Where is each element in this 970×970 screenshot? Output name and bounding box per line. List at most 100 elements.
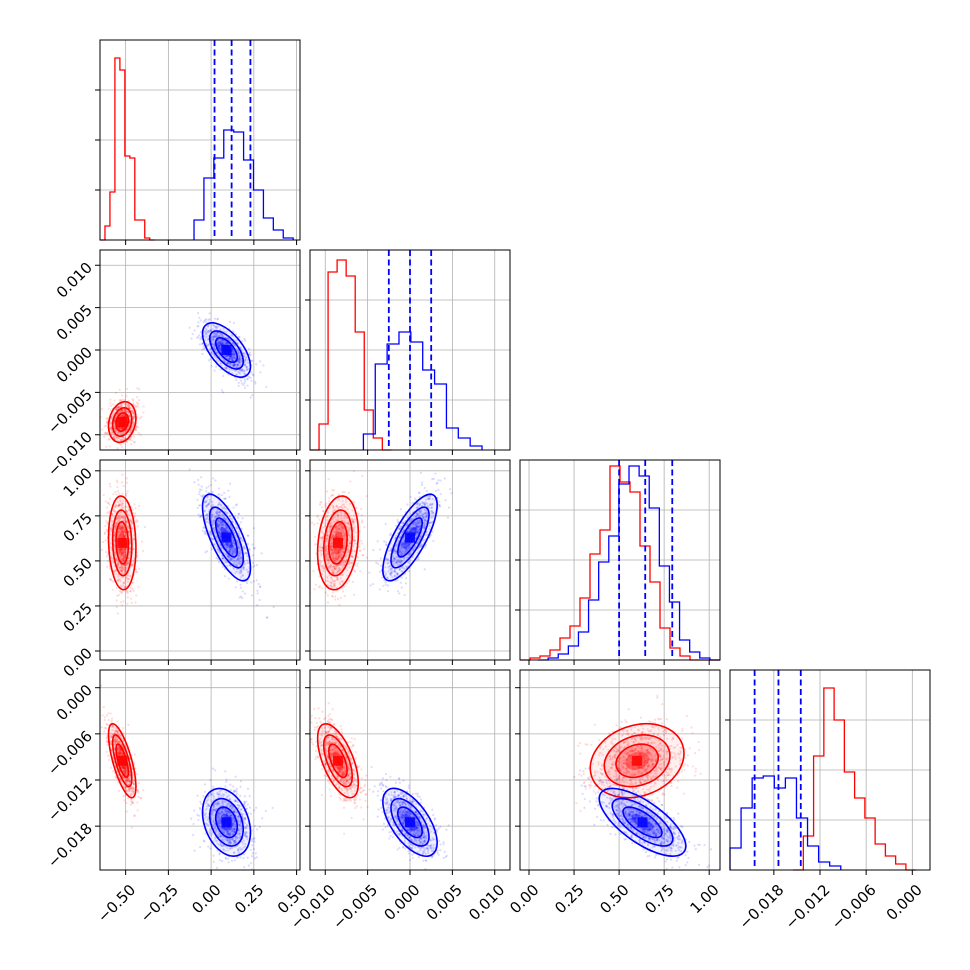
red-sample-point [102, 493, 105, 497]
red-sample-point [110, 514, 114, 517]
red-density-peak [117, 537, 128, 548]
blue-sample-point [230, 558, 233, 561]
red-sample-point [138, 504, 141, 508]
red-sample-point [130, 526, 134, 530]
red-sample-point [116, 447, 119, 450]
blue-sample-point [225, 543, 228, 546]
blue-sample-point [237, 545, 240, 549]
blue-sample-point [207, 343, 210, 346]
red-sample-point [113, 570, 116, 573]
red-sample-point [349, 502, 352, 505]
blue-sample-point [211, 352, 214, 356]
blue-sample-point [203, 530, 207, 533]
blue-sample-point [222, 327, 225, 330]
blue-sample-point [237, 512, 241, 515]
blue-sample-point [398, 568, 401, 571]
red-sample-point [334, 505, 337, 508]
red-sample-point [118, 427, 121, 430]
blue-sample-point [219, 355, 222, 358]
blue-sample-point [211, 335, 215, 338]
blue-sample-point [224, 497, 228, 500]
red-sample-point [344, 506, 347, 509]
blue-sample-point [230, 357, 233, 360]
blue-sample-point [402, 545, 405, 549]
red-sample-point [123, 529, 126, 532]
red-sample-point [321, 537, 325, 540]
red-sample-point [110, 422, 113, 426]
blue-sample-point [214, 336, 218, 339]
blue-sample-point [208, 498, 211, 501]
blue-sample-point [228, 548, 231, 551]
blue-sample-point [212, 343, 215, 347]
red-sample-point [124, 403, 127, 406]
red-sample-point [345, 558, 348, 561]
blue-sample-point [237, 356, 241, 359]
red-sample-point [123, 557, 126, 560]
blue-sample-point [220, 520, 223, 523]
red-sample-point [118, 525, 121, 528]
red-sample-point [339, 514, 343, 517]
red-sample-point [347, 521, 350, 525]
red-sample-point [322, 567, 325, 570]
red-sample-point [331, 489, 334, 492]
red-sample-point [118, 405, 122, 409]
blue-sample-point [240, 360, 243, 363]
red-sample-point [128, 406, 131, 409]
red-sample-point [331, 545, 334, 548]
blue-sample-point [227, 358, 230, 361]
red-sample-point [142, 405, 145, 408]
red-sample-point [123, 586, 126, 589]
red-sample-point [114, 528, 117, 532]
blue-sample-point [236, 347, 239, 350]
red-sample-point [124, 585, 127, 589]
blue-sample-point [431, 497, 434, 501]
blue-sample-point [212, 345, 215, 348]
blue-sample-point [386, 584, 390, 587]
red-sample-point [338, 498, 341, 501]
red-sample-point [318, 503, 322, 506]
red-sample-point [129, 574, 132, 578]
blue-sample-point [214, 325, 218, 328]
red-sample-point [122, 414, 125, 417]
blue-sample-point [430, 503, 433, 507]
blue-sample-point [215, 334, 218, 337]
red-sample-point [325, 579, 328, 582]
blue-sample-point [416, 519, 419, 523]
red-sample-point [334, 533, 338, 536]
red-sample-point [322, 535, 325, 538]
red-sample-point [134, 428, 138, 431]
blue-sample-point [206, 513, 209, 516]
red-sample-point [120, 557, 124, 561]
red-sample-point [336, 571, 339, 575]
red-sample-point [330, 541, 334, 545]
blue-sample-point [228, 362, 231, 365]
red-sample-point [330, 545, 333, 548]
blue-sample-point [226, 342, 229, 345]
red-sample-point [326, 579, 330, 583]
red-sample-point [305, 565, 307, 567]
red-sample-point [122, 426, 125, 429]
red-sample-point [322, 510, 325, 513]
red-sample-point [336, 570, 339, 573]
red-sample-point [337, 578, 340, 581]
red-sample-point [331, 549, 334, 552]
red-sample-point [112, 435, 115, 439]
blue-sample-point [230, 547, 233, 550]
blue-sample-point [230, 543, 233, 547]
red-sample-point [114, 527, 117, 530]
red-sample-point [109, 426, 112, 430]
red-sample-point [337, 552, 340, 555]
red-sample-point [120, 591, 124, 595]
blue-sample-point [236, 350, 239, 353]
red-sample-point [124, 550, 127, 553]
blue-sample-point [216, 525, 219, 529]
red-sample-point [121, 473, 124, 476]
blue-sample-point [221, 565, 224, 568]
red-sample-point [339, 583, 342, 586]
blue-sample-point [219, 521, 222, 524]
blue-sample-point [206, 495, 209, 498]
blue-sample-point [227, 354, 231, 357]
blue-sample-point [223, 497, 226, 500]
blue-sample-point [397, 563, 400, 567]
red-sample-point [116, 612, 119, 615]
